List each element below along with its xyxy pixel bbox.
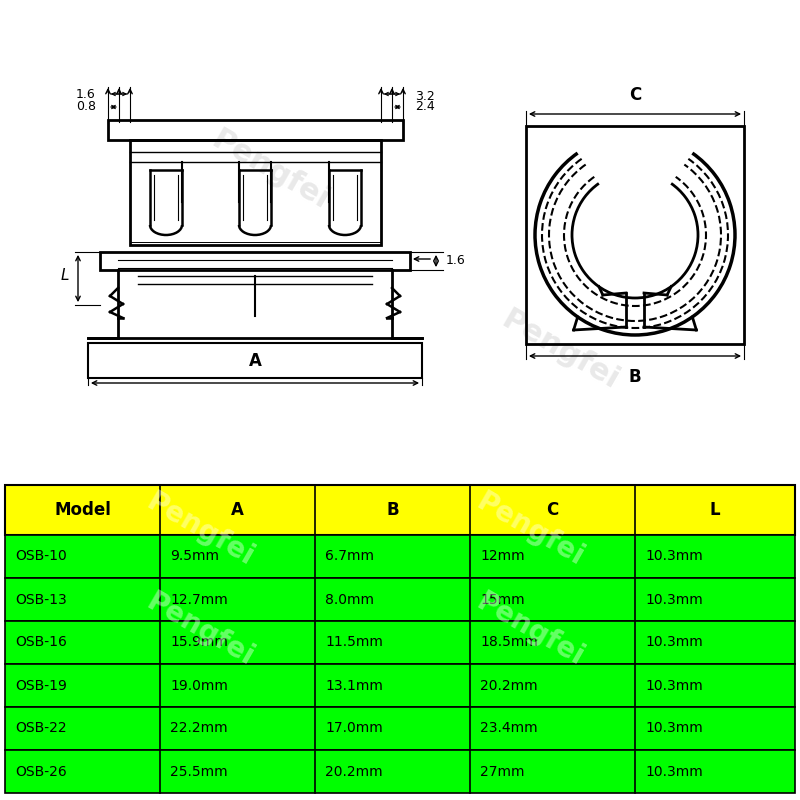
Bar bbox=[5, 535, 795, 578]
Text: 1.6: 1.6 bbox=[76, 87, 96, 101]
Bar bbox=[5, 707, 795, 750]
Text: Pengfei: Pengfei bbox=[471, 488, 589, 572]
Text: OSB-10: OSB-10 bbox=[15, 550, 66, 563]
Bar bbox=[5, 664, 795, 707]
Bar bbox=[5, 485, 795, 535]
Text: Pengfei: Pengfei bbox=[471, 588, 589, 672]
Text: 17.0mm: 17.0mm bbox=[325, 722, 382, 735]
Text: 15.9mm: 15.9mm bbox=[170, 635, 228, 650]
Text: Pengfei: Pengfei bbox=[496, 305, 624, 395]
Text: 9.5mm: 9.5mm bbox=[170, 550, 219, 563]
Text: OSB-22: OSB-22 bbox=[15, 722, 66, 735]
Text: 22.2mm: 22.2mm bbox=[170, 722, 228, 735]
Text: 10.3mm: 10.3mm bbox=[645, 765, 702, 778]
Text: 3.2: 3.2 bbox=[415, 90, 435, 102]
Text: 8.0mm: 8.0mm bbox=[325, 593, 374, 606]
Text: 23.4mm: 23.4mm bbox=[480, 722, 538, 735]
Bar bbox=[5, 750, 795, 793]
Text: B: B bbox=[386, 501, 399, 519]
Text: 20.2mm: 20.2mm bbox=[325, 765, 382, 778]
Text: OSB-19: OSB-19 bbox=[15, 678, 67, 693]
Text: 19.0mm: 19.0mm bbox=[170, 678, 228, 693]
Text: 15mm: 15mm bbox=[480, 593, 525, 606]
Text: 13.1mm: 13.1mm bbox=[325, 678, 383, 693]
Text: Pengfei: Pengfei bbox=[206, 125, 334, 215]
Bar bbox=[5, 578, 795, 621]
Text: 10.3mm: 10.3mm bbox=[645, 722, 702, 735]
Text: C: C bbox=[629, 86, 641, 104]
Text: 6.7mm: 6.7mm bbox=[325, 550, 374, 563]
Text: 10.3mm: 10.3mm bbox=[645, 635, 702, 650]
Text: 10.3mm: 10.3mm bbox=[645, 678, 702, 693]
Bar bbox=[88, 343, 422, 378]
Text: Pengfei: Pengfei bbox=[142, 488, 258, 572]
Text: Model: Model bbox=[54, 501, 111, 519]
Text: L: L bbox=[61, 269, 70, 283]
Text: 0.8: 0.8 bbox=[76, 101, 96, 114]
Bar bbox=[100, 252, 410, 270]
Text: OSB-16: OSB-16 bbox=[15, 635, 67, 650]
Text: 18.5mm: 18.5mm bbox=[480, 635, 538, 650]
Bar bbox=[5, 621, 795, 664]
Bar bbox=[130, 140, 381, 245]
Text: OSB-26: OSB-26 bbox=[15, 765, 66, 778]
Bar bbox=[0, 0, 800, 485]
Text: L: L bbox=[710, 501, 720, 519]
Bar bbox=[526, 126, 744, 344]
Text: 2.4: 2.4 bbox=[415, 101, 435, 114]
Text: A: A bbox=[231, 501, 244, 519]
Text: 11.5mm: 11.5mm bbox=[325, 635, 383, 650]
Text: 12.7mm: 12.7mm bbox=[170, 593, 228, 606]
Text: C: C bbox=[546, 501, 558, 519]
Text: 27mm: 27mm bbox=[480, 765, 525, 778]
Text: 25.5mm: 25.5mm bbox=[170, 765, 228, 778]
Text: B: B bbox=[629, 368, 642, 386]
Text: 10.3mm: 10.3mm bbox=[645, 593, 702, 606]
Text: A: A bbox=[249, 351, 262, 370]
Text: OSB-13: OSB-13 bbox=[15, 593, 66, 606]
Bar bbox=[108, 120, 403, 140]
Text: Pengfei: Pengfei bbox=[142, 588, 258, 672]
Text: 12mm: 12mm bbox=[480, 550, 525, 563]
Text: 20.2mm: 20.2mm bbox=[480, 678, 538, 693]
Text: 10.3mm: 10.3mm bbox=[645, 550, 702, 563]
Text: 1.6: 1.6 bbox=[446, 254, 466, 267]
